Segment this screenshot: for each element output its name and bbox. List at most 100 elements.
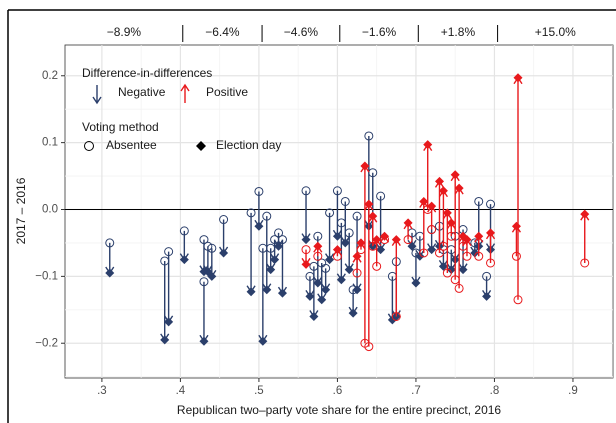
- election-day-point: [199, 336, 209, 346]
- election-day-point: [423, 140, 433, 150]
- election-day-point: [274, 241, 284, 251]
- election-day-point: [254, 221, 264, 231]
- absentee-point: [301, 245, 311, 255]
- absentee-point: [458, 241, 468, 251]
- bin-label: −8.9%: [107, 25, 142, 39]
- absentee-point: [336, 218, 346, 228]
- election-day-point: [348, 308, 358, 318]
- election-day-point: [442, 208, 452, 218]
- y-tick-label: −0.1: [35, 270, 58, 282]
- election-day-point: [270, 255, 280, 265]
- election-day-point: [407, 241, 417, 251]
- election-day-point: [352, 285, 362, 295]
- absentee-point: [474, 196, 484, 206]
- election-day-point: [474, 231, 484, 241]
- election-day-point: [415, 251, 425, 261]
- legend-absentee: [84, 141, 94, 151]
- absentee-point: [277, 235, 287, 245]
- absentee-point: [160, 256, 170, 266]
- election-day-point: [344, 265, 354, 275]
- election-day-point: [411, 278, 421, 288]
- absentee-point: [262, 211, 272, 221]
- absentee-point: [309, 261, 319, 271]
- election-day-point: [325, 255, 335, 265]
- election-day-point: [391, 235, 401, 245]
- absentee-point: [368, 168, 378, 178]
- election-day-point: [258, 336, 268, 346]
- election-day-point: [360, 161, 370, 171]
- x-tick-label: .8: [490, 385, 500, 397]
- election-day-point: [336, 275, 346, 285]
- election-day-point: [368, 211, 378, 221]
- election-day-point: [277, 288, 287, 298]
- absentee-point: [313, 231, 323, 241]
- absentee-point: [376, 191, 386, 201]
- absentee-point: [321, 263, 331, 273]
- absentee-point: [179, 226, 189, 236]
- absentee-point: [199, 277, 209, 287]
- election-day-point: [462, 235, 472, 245]
- election-day-point: [207, 271, 217, 281]
- bin-label: −1.6%: [362, 25, 397, 39]
- absentee-point: [207, 243, 217, 253]
- absentee-point: [164, 247, 174, 257]
- election-day-point: [372, 235, 382, 245]
- bin-label: −4.6%: [284, 25, 319, 39]
- absentee-point: [474, 251, 484, 261]
- election-day-point: [450, 170, 460, 180]
- election-day-point: [380, 231, 390, 241]
- legend-title: Difference-in-differences: [82, 66, 212, 80]
- absentee-point: [486, 258, 496, 268]
- election-day-point: [458, 265, 468, 275]
- absentee-point: [199, 235, 209, 245]
- absentee-point: [364, 131, 374, 141]
- absentee-point: [246, 208, 256, 218]
- absentee-point: [364, 342, 374, 352]
- election-day-point: [301, 259, 311, 269]
- absentee-point: [372, 261, 382, 271]
- election-day-point: [317, 295, 327, 305]
- absentee-point: [454, 283, 464, 293]
- election-day-point: [470, 248, 480, 258]
- absentee-point: [105, 238, 115, 248]
- absentee-point: [434, 248, 444, 258]
- y-tick-label: 0.0: [42, 204, 58, 216]
- absentee-point: [511, 251, 521, 261]
- absentee-point: [332, 186, 342, 196]
- election-day-point: [427, 201, 437, 211]
- election-day-point: [438, 261, 448, 271]
- election-day-point: [105, 268, 115, 278]
- election-day-point: [160, 335, 170, 345]
- election-day-point: [438, 186, 448, 196]
- bin-label: −6.4%: [205, 25, 240, 39]
- absentee-point: [442, 268, 452, 278]
- x-tick-label: .7: [411, 385, 421, 397]
- absentee-point: [340, 196, 350, 206]
- election-day-point: [434, 176, 444, 186]
- legend-election-day: [196, 141, 206, 151]
- panel: [64, 44, 614, 379]
- absentee-point: [513, 295, 523, 305]
- election-day-point: [321, 285, 331, 295]
- x-tick-label: .4: [176, 385, 186, 397]
- absentee-point: [325, 208, 335, 218]
- election-day-point: [332, 245, 342, 255]
- absentee-point: [254, 186, 264, 196]
- election-day-point: [511, 221, 521, 231]
- election-day-point: [356, 238, 366, 248]
- absentee-point: [219, 215, 229, 225]
- absentee-point: [352, 211, 362, 221]
- y-tick-label: 0.1: [42, 137, 58, 149]
- bin-label: +1.8%: [441, 25, 476, 39]
- election-day-point: [419, 196, 429, 206]
- bin-label: +15.0%: [535, 25, 576, 39]
- election-day-point: [313, 241, 323, 251]
- election-day-point: [340, 238, 350, 248]
- absentee-point: [450, 275, 460, 285]
- election-day-point: [482, 291, 492, 301]
- x-axis-title: Republican two–party vote share for the …: [177, 403, 502, 417]
- election-day-point: [305, 291, 315, 301]
- y-tick-label: −0.2: [35, 337, 58, 349]
- election-day-point: [246, 287, 256, 297]
